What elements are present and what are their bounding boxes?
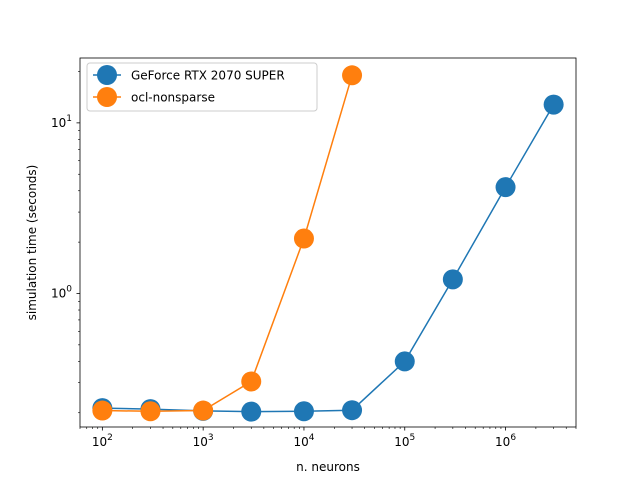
legend-box	[86, 62, 318, 112]
y-tick-label: 100	[51, 284, 72, 300]
axes-frame	[79, 57, 577, 428]
x-tick-label-exponent: 6	[510, 433, 516, 443]
y-tick-label-exponent: 0	[66, 284, 72, 294]
series-1-point-4	[293, 228, 314, 249]
series-0-point-5	[342, 400, 363, 421]
x-tick-label: 105	[394, 433, 415, 449]
legend-marker-0	[97, 65, 117, 85]
y-tick-label-base: 10	[51, 116, 66, 130]
x-tick-label-exponent: 4	[309, 433, 315, 443]
series-0-point-8	[495, 177, 516, 198]
y-tick-label: 101	[51, 114, 72, 130]
series-1-point-5	[342, 65, 363, 86]
series-0-point-9	[543, 94, 564, 115]
x-tick-label-exponent: 2	[107, 433, 113, 443]
legend-marker-1	[97, 87, 117, 107]
legend: GeForce RTX 2070 SUPER ocl-nonsparse	[86, 62, 318, 112]
series-1-point-3	[241, 371, 262, 392]
series-1-point-2	[193, 400, 214, 421]
series-0-point-4	[293, 401, 314, 422]
x-tick-label-base: 10	[495, 435, 510, 449]
legend-label-0: GeForce RTX 2070 SUPER	[131, 69, 285, 83]
x-axis-label: n. neurons	[296, 460, 360, 474]
series-1-point-1	[140, 401, 161, 422]
plot-area	[80, 58, 576, 427]
series-0-point-3	[241, 401, 262, 422]
x-tick-label-exponent: 3	[208, 433, 214, 443]
legend-label-1: ocl-nonsparse	[131, 91, 215, 105]
y-axis-label: simulation time (seconds)	[25, 165, 39, 321]
y-tick-label-base: 10	[51, 286, 66, 300]
x-tick-label-base: 10	[92, 435, 107, 449]
x-tick-label: 104	[293, 433, 314, 449]
x-tick-label: 103	[193, 433, 214, 449]
series-0-point-7	[442, 269, 463, 290]
series-line-0	[102, 104, 555, 413]
series-1-point-0	[92, 400, 113, 421]
x-tick-label-exponent: 5	[410, 433, 416, 443]
series-layer	[92, 65, 564, 422]
x-tick-label-base: 10	[193, 435, 208, 449]
y-tick-label-exponent: 1	[66, 114, 72, 124]
x-tick-label-base: 10	[293, 435, 308, 449]
x-tick-label: 102	[92, 433, 113, 449]
x-tick-label: 106	[495, 433, 516, 449]
series-0-point-6	[394, 351, 415, 372]
x-tick-label-base: 10	[394, 435, 409, 449]
